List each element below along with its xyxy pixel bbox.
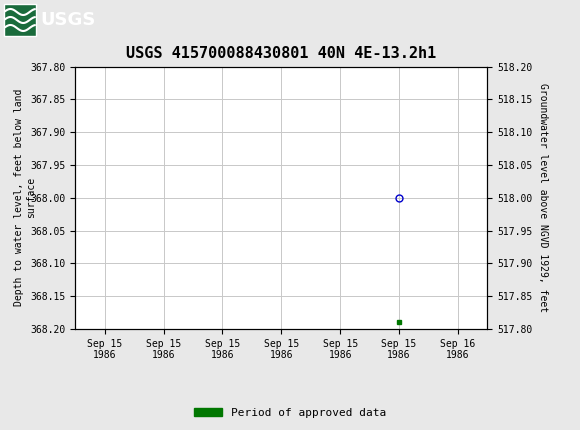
- Text: USGS: USGS: [40, 11, 95, 29]
- Title: USGS 415700088430801 40N 4E-13.2h1: USGS 415700088430801 40N 4E-13.2h1: [126, 46, 436, 61]
- FancyBboxPatch shape: [4, 4, 36, 36]
- Y-axis label: Groundwater level above NGVD 1929, feet: Groundwater level above NGVD 1929, feet: [538, 83, 548, 312]
- Y-axis label: Depth to water level, feet below land
surface: Depth to water level, feet below land su…: [14, 89, 36, 307]
- Legend: Period of approved data: Period of approved data: [190, 403, 390, 422]
